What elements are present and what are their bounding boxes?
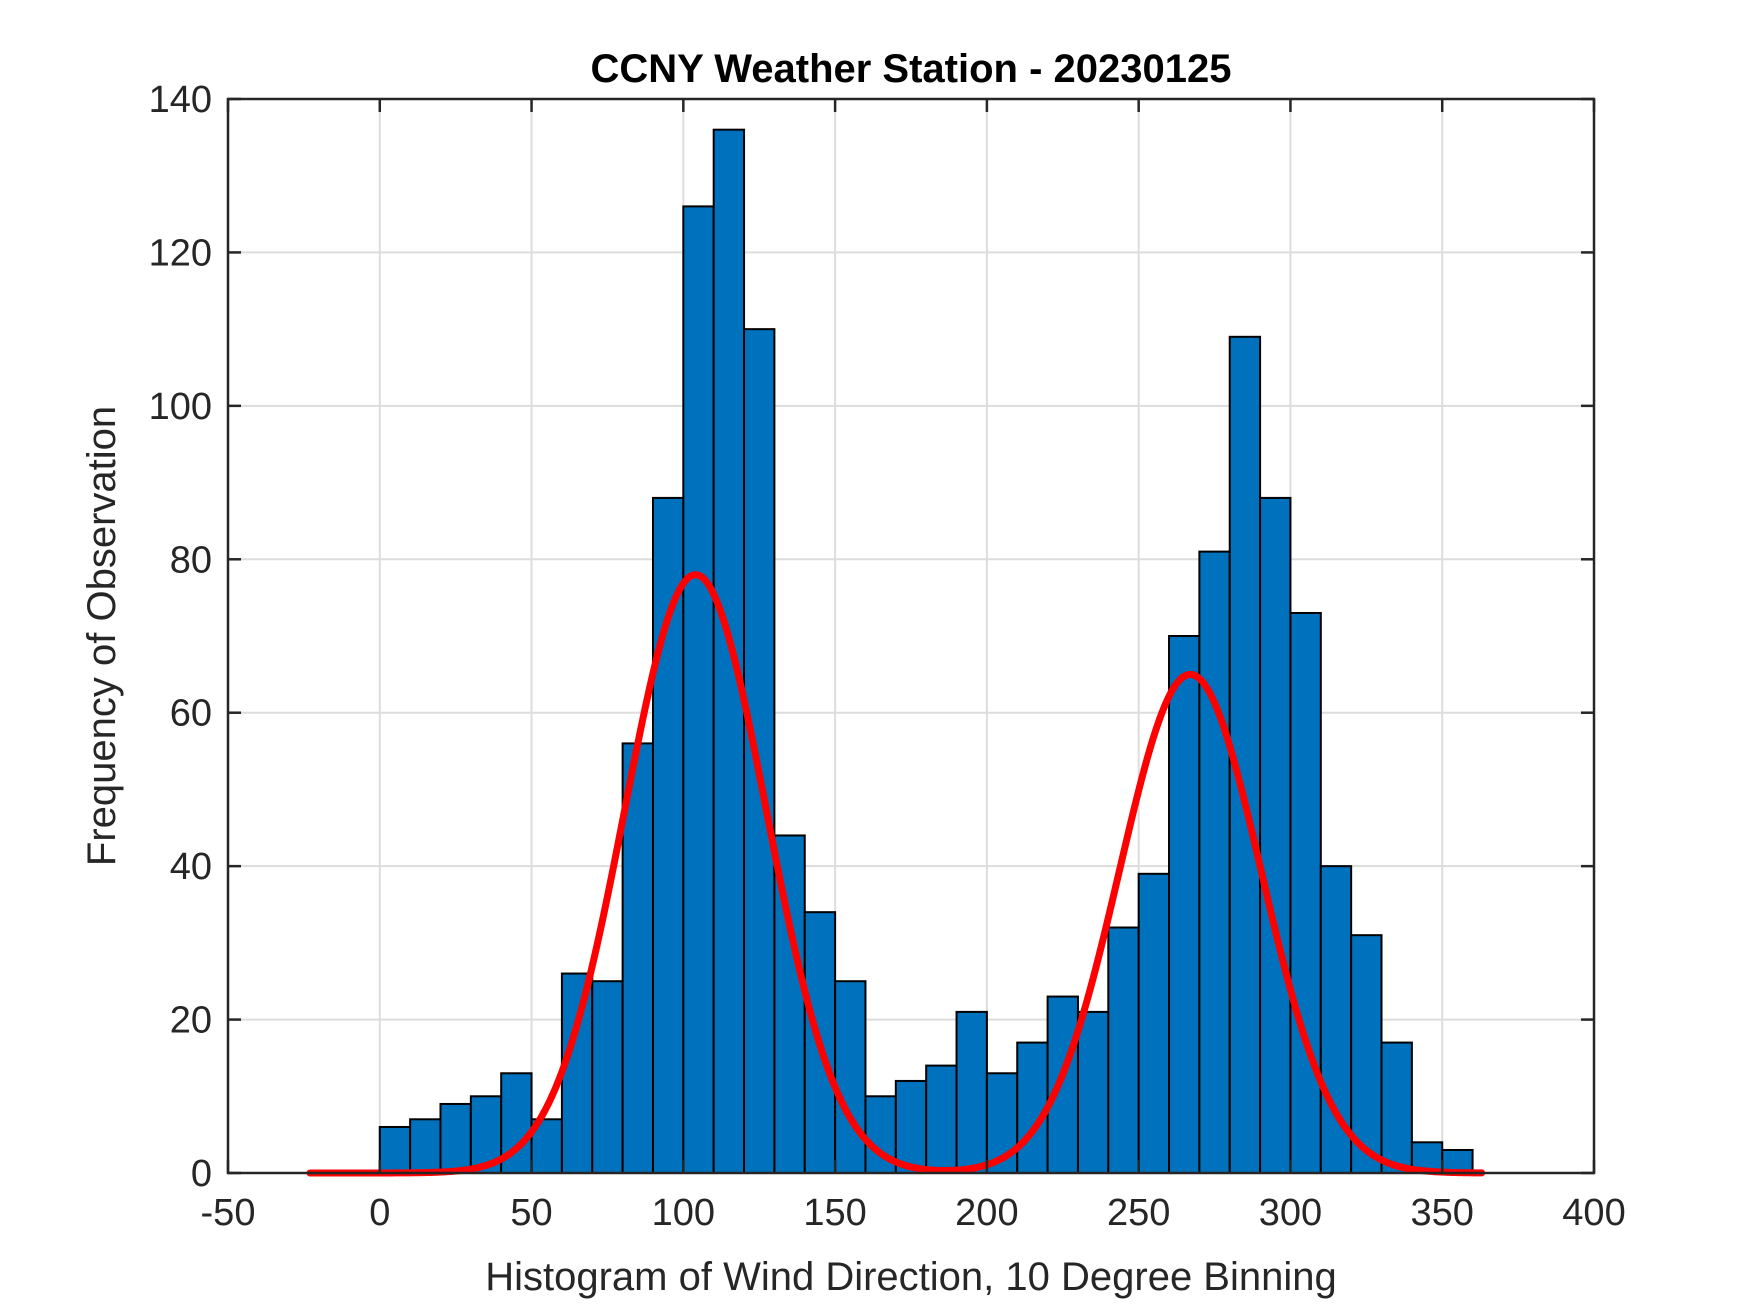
- y-tick-label: 40: [170, 846, 212, 888]
- histogram-bar: [712, 128, 746, 1175]
- y-tick-label: 120: [149, 232, 212, 274]
- y-tick-label: 60: [170, 693, 212, 735]
- x-tick-label: 0: [369, 1192, 390, 1234]
- histogram-bar: [955, 1010, 988, 1175]
- fit-curve: [306, 571, 1486, 1177]
- x-tick-label: 250: [1107, 1192, 1170, 1234]
- gaussian-fit-line: [306, 571, 1486, 1177]
- x-tick-label: 100: [652, 1192, 715, 1234]
- histogram-bar: [743, 328, 776, 1174]
- histogram-bar: [1168, 635, 1201, 1174]
- histogram-bar: [591, 980, 624, 1175]
- x-tick-label: 300: [1259, 1192, 1322, 1234]
- histogram-bar: [1076, 1010, 1110, 1175]
- x-axis-title: Histogram of Wind Direction, 10 Degree B…: [485, 1255, 1337, 1299]
- y-tick-label: 0: [191, 1153, 212, 1195]
- x-tick-label: -50: [201, 1192, 256, 1234]
- histogram-bar: [378, 1125, 412, 1175]
- tick-marks: [226, 97, 1596, 1175]
- histogram-bar: [834, 980, 867, 1175]
- histogram-bar: [682, 205, 715, 1174]
- y-tick-label: 80: [170, 539, 212, 581]
- y-tick-labels: 0 20 40 60 80 100 120 140: [149, 79, 212, 1195]
- x-tick-label: 150: [803, 1192, 866, 1234]
- histogram-bar: [1107, 926, 1140, 1174]
- histogram-bar: [1046, 995, 1079, 1174]
- histogram-bars: [378, 128, 1474, 1175]
- y-tick-label: 100: [149, 386, 212, 428]
- histogram-bar: [925, 1064, 958, 1174]
- histogram-bar: [1319, 865, 1353, 1175]
- histogram-bar: [560, 972, 594, 1174]
- y-axis-title: Frequency of Observation: [80, 406, 124, 866]
- x-tick-label: 50: [510, 1192, 552, 1234]
- y-tick-label: 20: [170, 1000, 212, 1042]
- histogram-bar: [1198, 550, 1231, 1174]
- histogram-bar: [439, 1102, 472, 1175]
- plot-area: [228, 99, 1594, 1173]
- axes-box: [226, 97, 1596, 1175]
- x-tick-label: 400: [1562, 1192, 1625, 1234]
- x-tick-label: 200: [955, 1192, 1018, 1234]
- y-tick-label: 140: [149, 79, 212, 121]
- histogram-bar: [1137, 872, 1171, 1174]
- histogram-bar: [1380, 1041, 1413, 1174]
- chart-title: CCNY Weather Station - 20230125: [591, 47, 1232, 91]
- histogram-bar: [1016, 1041, 1049, 1174]
- histogram-bar: [1259, 496, 1292, 1174]
- x-tick-labels: -50 0 50 100 150 200 250 300 350 400: [201, 1192, 1626, 1234]
- histogram-bar: [409, 1118, 442, 1175]
- histogram-bar: [894, 1079, 928, 1175]
- histogram-bar: [1289, 611, 1322, 1174]
- x-tick-label: 350: [1411, 1192, 1474, 1234]
